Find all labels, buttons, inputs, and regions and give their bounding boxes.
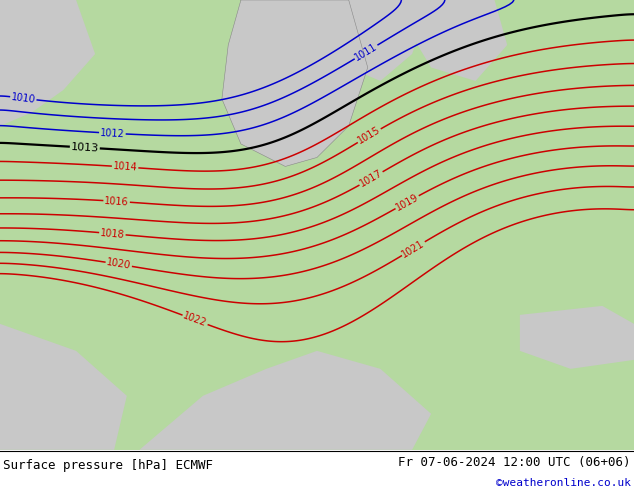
Text: Fr 07-06-2024 12:00 UTC (06+06): Fr 07-06-2024 12:00 UTC (06+06)	[398, 456, 631, 469]
Text: 1022: 1022	[182, 311, 209, 329]
Polygon shape	[0, 0, 95, 126]
Text: 1012: 1012	[100, 127, 125, 139]
Text: 1014: 1014	[113, 161, 138, 173]
Polygon shape	[412, 0, 507, 81]
Text: 1016: 1016	[104, 196, 129, 207]
Polygon shape	[520, 306, 634, 369]
Text: 1018: 1018	[100, 228, 125, 240]
Text: 1019: 1019	[394, 192, 420, 213]
Text: 1010: 1010	[11, 92, 36, 105]
Text: Surface pressure [hPa] ECMWF: Surface pressure [hPa] ECMWF	[3, 460, 213, 472]
Polygon shape	[0, 324, 127, 450]
Text: 1017: 1017	[358, 168, 384, 189]
Text: 1015: 1015	[356, 125, 382, 146]
Text: 1013: 1013	[70, 142, 99, 153]
Polygon shape	[139, 351, 431, 450]
Polygon shape	[0, 0, 634, 450]
Polygon shape	[330, 0, 431, 81]
Text: 1021: 1021	[400, 238, 427, 259]
Text: ©weatheronline.co.uk: ©weatheronline.co.uk	[496, 478, 631, 488]
Text: 1020: 1020	[106, 257, 132, 271]
Text: 1011: 1011	[353, 41, 379, 63]
Polygon shape	[222, 0, 368, 167]
